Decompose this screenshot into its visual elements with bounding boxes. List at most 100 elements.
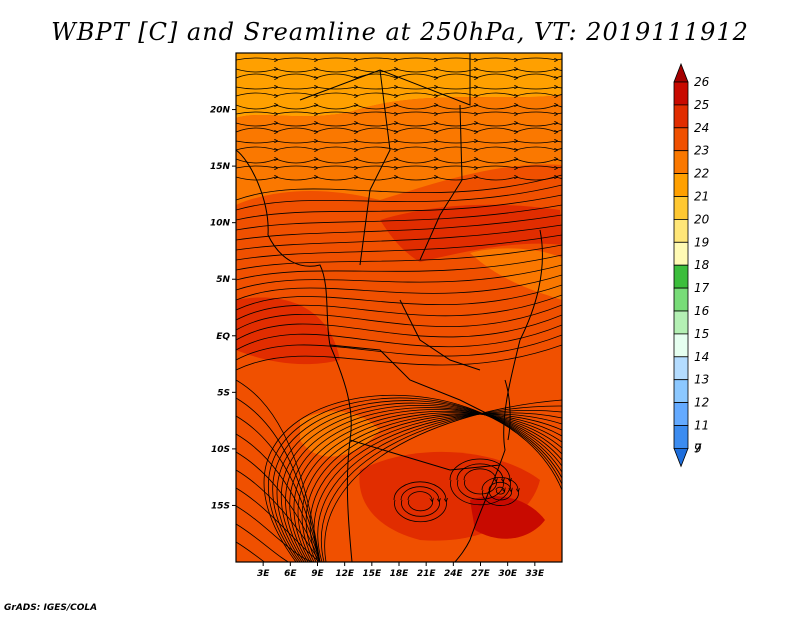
colorbar-swatch bbox=[673, 127, 689, 152]
streamline bbox=[236, 184, 562, 211]
streamline bbox=[236, 123, 562, 127]
lake-outline bbox=[504, 379, 511, 441]
map-field bbox=[236, 53, 562, 562]
border-line-1 bbox=[299, 53, 471, 106]
colorbar-label: 11 bbox=[694, 419, 709, 433]
colorbar-label: 22 bbox=[694, 167, 709, 181]
lon-tick-label: 9E bbox=[311, 569, 324, 579]
coastline-west-africa bbox=[236, 149, 353, 562]
lat-tick-label: EQ bbox=[216, 332, 230, 342]
colorbar-swatch bbox=[673, 81, 689, 106]
field-region-22c bbox=[300, 411, 380, 457]
field-region-25 bbox=[470, 496, 545, 539]
lon-tick-label: 12E bbox=[335, 569, 355, 579]
streamline bbox=[236, 204, 562, 231]
streamline bbox=[236, 111, 562, 114]
streamline bbox=[268, 397, 562, 562]
lon-tick-label: 24E bbox=[444, 569, 464, 579]
colorbar-label: 20 bbox=[694, 212, 710, 226]
border-line-6 bbox=[399, 299, 481, 371]
colorbar-label: 24 bbox=[694, 121, 709, 135]
streamline bbox=[449, 458, 511, 506]
border-line-2 bbox=[359, 69, 391, 266]
streamline bbox=[407, 491, 433, 512]
colorbar-label: 14 bbox=[694, 350, 709, 364]
streamline bbox=[236, 415, 321, 562]
streamline bbox=[236, 264, 562, 291]
colorbar-label: 25 bbox=[694, 98, 709, 112]
streamline bbox=[236, 344, 562, 371]
streamline bbox=[236, 127, 562, 132]
streamline bbox=[236, 304, 562, 331]
streamline bbox=[236, 487, 321, 562]
streamline bbox=[393, 481, 447, 523]
streamline bbox=[456, 463, 504, 500]
colorbar-swatch bbox=[673, 241, 689, 266]
streamline bbox=[236, 433, 321, 562]
streamline bbox=[400, 486, 440, 517]
colorbar-label: 23 bbox=[694, 144, 709, 158]
colorbar-swatch bbox=[673, 425, 689, 449]
map-title: WBPT [C] and Sreamline at 250hPa, VT: 20… bbox=[51, 18, 749, 46]
streamline bbox=[236, 69, 562, 73]
streamline bbox=[236, 324, 562, 351]
colorbar-bottom-triangle bbox=[673, 448, 689, 468]
colorbar-swatch bbox=[673, 173, 689, 197]
lon-tick-label: 3E bbox=[257, 569, 270, 579]
streamline bbox=[236, 214, 562, 241]
streamline bbox=[236, 254, 562, 281]
streamline bbox=[236, 451, 321, 562]
lon-tick-label: 18E bbox=[390, 569, 410, 579]
colorbar-label: 15 bbox=[694, 327, 709, 341]
border-line-3 bbox=[419, 104, 463, 261]
streamline bbox=[236, 274, 562, 301]
latitude-ticks: 20N 15N 10N 5N EQ 5S 10S 15S bbox=[210, 106, 236, 511]
lat-tick-label: 10N bbox=[210, 219, 231, 229]
lat-tick-label: 20N bbox=[210, 106, 231, 116]
grads-credit: GrADS: IGES/COLA bbox=[4, 603, 98, 613]
streamline bbox=[309, 413, 562, 562]
colorbar-top-triangle bbox=[673, 62, 689, 83]
streamline bbox=[293, 410, 562, 562]
streamline bbox=[236, 523, 320, 562]
colorbar-swatch bbox=[673, 150, 689, 174]
streamline bbox=[236, 397, 321, 562]
coastlines bbox=[236, 53, 543, 562]
streamline bbox=[481, 477, 519, 506]
streamline bbox=[236, 469, 321, 562]
streamline bbox=[236, 541, 320, 562]
streamline bbox=[317, 410, 562, 562]
colorbar-swatch bbox=[673, 310, 689, 335]
streamline bbox=[236, 57, 562, 60]
colorbar-swatch bbox=[673, 402, 689, 426]
lon-tick-label: 21E bbox=[417, 569, 437, 579]
streamline bbox=[236, 92, 562, 96]
streamline bbox=[324, 399, 562, 562]
streamline bbox=[488, 481, 511, 501]
colorbar-swatch bbox=[673, 379, 689, 404]
colorbar-label: 19 bbox=[694, 235, 709, 249]
colorbar-label: 13 bbox=[694, 373, 709, 387]
streamline bbox=[236, 234, 562, 261]
lon-tick-label: 30E bbox=[498, 569, 518, 579]
streamline bbox=[236, 73, 562, 78]
colorbar-swatch bbox=[673, 196, 689, 220]
streamline bbox=[236, 294, 562, 321]
streamline bbox=[236, 159, 562, 164]
border-line-4 bbox=[329, 344, 501, 421]
streamline bbox=[236, 334, 562, 361]
lon-tick-label: 33E bbox=[525, 569, 545, 579]
streamline bbox=[495, 486, 505, 495]
colorbar-label: 26 bbox=[694, 75, 710, 89]
lat-tick-label: 5S bbox=[217, 388, 230, 398]
colorbar-swatch bbox=[673, 356, 689, 381]
colorbar-swatch bbox=[673, 287, 689, 312]
streamline bbox=[236, 244, 562, 271]
lon-tick-label: 15E bbox=[362, 569, 382, 579]
streamline bbox=[236, 194, 562, 221]
streamline bbox=[463, 468, 497, 495]
lon-tick-label: 6E bbox=[284, 569, 297, 579]
streamline bbox=[297, 412, 562, 562]
colorbar-label: 21 bbox=[694, 190, 709, 204]
